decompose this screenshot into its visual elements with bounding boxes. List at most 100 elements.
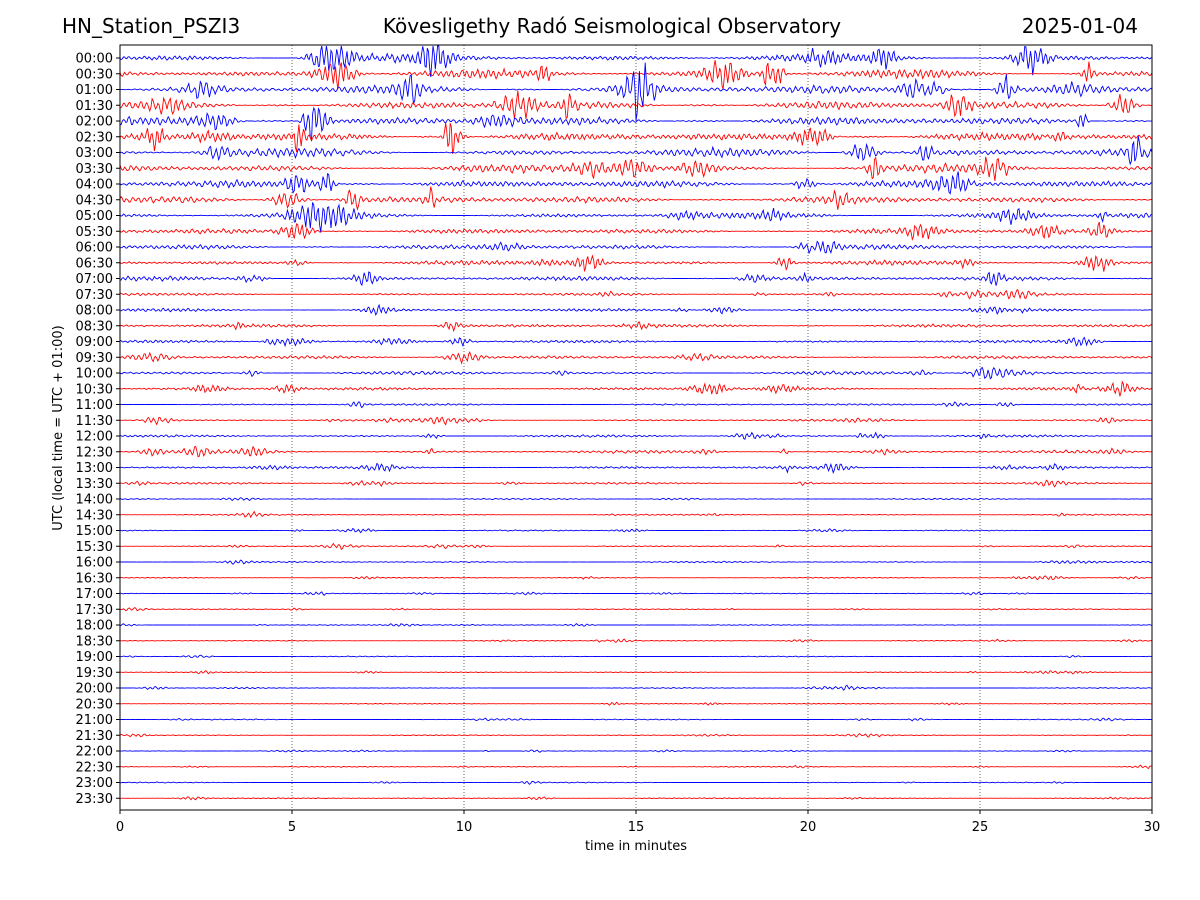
trace-2230 bbox=[120, 764, 1153, 769]
trace-1830 bbox=[119, 638, 1153, 643]
y-tick-label: 13:30 bbox=[76, 477, 113, 492]
y-tick-label: 09:00 bbox=[76, 335, 113, 350]
trace-0400 bbox=[119, 171, 1153, 195]
trace-0800 bbox=[119, 303, 1153, 316]
trace-1730 bbox=[119, 607, 1153, 612]
y-tick-label: 10:30 bbox=[76, 382, 113, 397]
y-tick-label: 17:30 bbox=[76, 603, 113, 618]
trace-0100 bbox=[119, 62, 1153, 121]
trace-1000 bbox=[119, 366, 1153, 380]
trace-1400 bbox=[119, 497, 1152, 501]
trace-1930 bbox=[120, 669, 1153, 675]
x-ticks: 0 5 10 15 20 25 30 bbox=[116, 810, 1160, 835]
trace-2100 bbox=[120, 717, 1153, 722]
y-tick-label: 22:00 bbox=[76, 745, 113, 760]
y-tick-label: 06:00 bbox=[76, 241, 113, 256]
y-tick-label: 17:00 bbox=[76, 587, 113, 602]
x-axis-label: time in minutes bbox=[585, 839, 687, 854]
trace-1300 bbox=[119, 462, 1153, 474]
y-tick-label: 04:00 bbox=[76, 178, 113, 193]
traces bbox=[119, 45, 1153, 801]
trace-0000 bbox=[119, 45, 1153, 77]
y-axis-label: UTC (local time = UTC + 01:00) bbox=[51, 325, 66, 530]
x-tick-label: 0 bbox=[116, 820, 124, 835]
y-tick-label: 03:30 bbox=[76, 162, 113, 177]
y-tick-label: 02:00 bbox=[76, 115, 113, 130]
y-tick-label: 06:30 bbox=[76, 256, 113, 271]
trace-2030 bbox=[119, 701, 1153, 706]
trace-0200 bbox=[119, 106, 1153, 141]
x-tick-label: 25 bbox=[972, 820, 989, 835]
y-tick-label: 18:00 bbox=[76, 619, 113, 634]
x-tick-label: 10 bbox=[456, 820, 473, 835]
y-tick-label: 13:00 bbox=[76, 461, 113, 476]
station-name: HN_Station_PSZI3 bbox=[62, 14, 241, 38]
trace-2130 bbox=[119, 733, 1152, 738]
y-tick-label: 01:30 bbox=[76, 99, 113, 114]
trace-2300 bbox=[120, 780, 1152, 785]
trace-0730 bbox=[119, 288, 1153, 300]
trace-1500 bbox=[119, 527, 1152, 534]
y-tick-label: 22:30 bbox=[76, 760, 113, 775]
x-tick-label: 20 bbox=[800, 820, 817, 835]
chart-date: 2025-01-04 bbox=[1021, 14, 1138, 38]
y-tick-label: 14:30 bbox=[76, 508, 113, 523]
y-tick-label: 16:00 bbox=[76, 556, 113, 571]
trace-0530 bbox=[119, 221, 1153, 242]
trace-0430 bbox=[119, 186, 1153, 211]
y-tick-label: 11:00 bbox=[76, 398, 113, 413]
x-tick-label: 5 bbox=[288, 820, 296, 835]
trace-0330 bbox=[119, 156, 1153, 181]
y-tick-label: 01:00 bbox=[76, 83, 113, 98]
chart-title: Kövesligethy Radó Seismological Observat… bbox=[382, 14, 842, 38]
trace-0600 bbox=[119, 240, 1153, 255]
y-tick-label: 23:30 bbox=[76, 792, 113, 807]
y-tick-label: 19:30 bbox=[76, 666, 113, 681]
y-tick-label: 00:30 bbox=[76, 67, 113, 82]
y-tick-label: 21:00 bbox=[76, 713, 113, 728]
trace-0700 bbox=[119, 271, 1153, 287]
y-tick-label: 21:30 bbox=[76, 729, 113, 744]
trace-0500 bbox=[119, 202, 1153, 233]
y-tick-label: 08:00 bbox=[76, 304, 113, 319]
y-tick-label: 05:00 bbox=[76, 209, 113, 224]
y-tick-label: 12:00 bbox=[76, 430, 113, 445]
y-tick-label: 10:00 bbox=[76, 367, 113, 382]
y-tick-label: 07:30 bbox=[76, 288, 113, 303]
y-tick-label: 00:00 bbox=[76, 52, 113, 67]
y-tick-label: 18:30 bbox=[76, 634, 113, 649]
trace-0030 bbox=[119, 60, 1153, 90]
y-tick-label: 02:30 bbox=[76, 130, 113, 145]
gridlines bbox=[291, 45, 981, 810]
y-tick-label: 07:00 bbox=[76, 272, 113, 287]
trace-0830 bbox=[119, 321, 1153, 333]
trace-1700 bbox=[119, 591, 1153, 596]
trace-0300 bbox=[119, 136, 1153, 166]
y-ticks: 00:0000:3001:0001:3002:0002:3003:0003:30… bbox=[76, 52, 120, 807]
trace-1900 bbox=[120, 654, 1153, 659]
y-tick-label: 16:30 bbox=[76, 571, 113, 586]
y-tick-label: 19:00 bbox=[76, 650, 113, 665]
trace-0230 bbox=[119, 122, 1153, 154]
y-tick-label: 05:30 bbox=[76, 225, 113, 240]
y-tick-label: 15:30 bbox=[76, 540, 113, 555]
trace-0930 bbox=[119, 351, 1153, 365]
trace-2000 bbox=[120, 684, 1153, 691]
y-tick-label: 20:00 bbox=[76, 682, 113, 697]
y-tick-label: 14:00 bbox=[76, 493, 113, 508]
trace-1030 bbox=[119, 380, 1153, 397]
trace-1200 bbox=[119, 431, 1152, 440]
y-tick-label: 11:30 bbox=[76, 414, 113, 429]
x-tick-label: 15 bbox=[628, 820, 645, 835]
trace-0130 bbox=[119, 90, 1153, 120]
y-tick-label: 03:00 bbox=[76, 146, 113, 161]
trace-1130 bbox=[119, 416, 1153, 426]
trace-1330 bbox=[119, 479, 1153, 488]
trace-2200 bbox=[119, 749, 1153, 753]
trace-1600 bbox=[120, 559, 1153, 565]
trace-1100 bbox=[120, 401, 1153, 409]
trace-0630 bbox=[119, 254, 1153, 273]
y-tick-label: 08:30 bbox=[76, 319, 113, 334]
y-tick-label: 20:30 bbox=[76, 697, 113, 712]
